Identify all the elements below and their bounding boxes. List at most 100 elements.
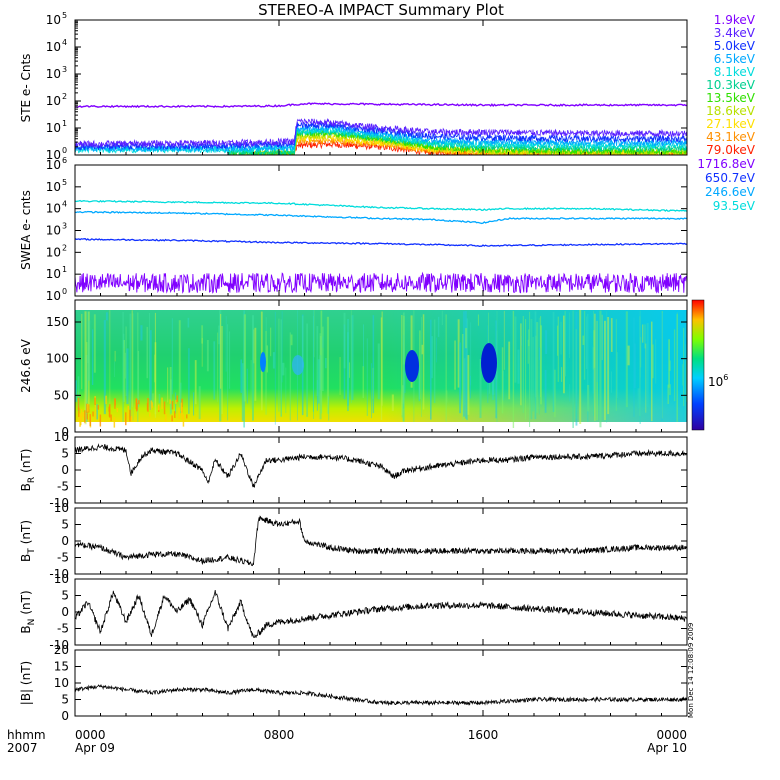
bt-ytick-label: -10 — [49, 567, 69, 581]
pad-streak — [673, 329, 676, 402]
pad-streak — [201, 325, 203, 344]
pad-streak — [462, 334, 464, 420]
ste-series-8-1keV — [75, 126, 687, 154]
pad-streak — [586, 316, 588, 369]
ste-legend-entry: 18.6keV — [706, 104, 756, 118]
swea-ytick-label: 10 — [46, 202, 61, 216]
ste-legend-entry: 13.5keV — [706, 91, 756, 105]
pad-streak — [213, 341, 216, 400]
panel-swea-ylabel: SWEA e- cnts — [19, 190, 33, 270]
pad-streak — [668, 339, 670, 388]
pad-streak-warm — [186, 414, 188, 419]
pad-streak — [640, 337, 642, 368]
pad-ytick-label: 150 — [46, 315, 69, 329]
pad-streak — [634, 343, 636, 389]
pad-streak — [572, 310, 574, 428]
pad-streak-warm — [77, 397, 80, 411]
pad-streak-warm — [130, 415, 133, 422]
pad-streak — [446, 390, 448, 403]
ste-series-6-5keV — [75, 123, 687, 153]
panel-br-ylabel: BR(nT) — [19, 449, 37, 492]
pad-streak — [131, 310, 133, 408]
ste-series-1-9keV — [75, 102, 687, 109]
pad-streak — [167, 367, 169, 403]
pad-streak — [436, 337, 437, 363]
swea-ytick-label-exp: 5 — [62, 178, 67, 187]
pad-streak-warm — [151, 402, 154, 408]
pad-streak — [198, 386, 201, 420]
pad-streak — [285, 367, 287, 414]
pad-streak — [313, 310, 315, 358]
pad-streak-warm — [94, 404, 97, 419]
pad-streak — [377, 343, 380, 400]
pad-streak — [637, 388, 640, 409]
pad-depletion-blob-2 — [481, 343, 497, 383]
pad-streak — [652, 344, 654, 379]
pad-streak-warm — [175, 399, 177, 404]
pad-streak — [639, 310, 641, 424]
pad-streak — [372, 315, 375, 414]
pad-streak-warm — [97, 405, 99, 410]
colorbar — [691, 299, 705, 431]
pad-streak — [109, 310, 111, 417]
pad-streak — [280, 319, 282, 417]
x-tick-label: 0800 — [264, 728, 295, 742]
pad-streak — [544, 369, 547, 413]
x-tick-label: 0000 — [656, 728, 687, 742]
pad-streak-warm — [161, 397, 163, 410]
swea-ytick-label-exp: 4 — [62, 200, 67, 209]
x-tick-label: 1600 — [468, 728, 499, 742]
pad-streak — [568, 324, 570, 355]
pad-streak — [564, 311, 566, 377]
pad-streak — [187, 317, 190, 328]
pad-streak — [422, 314, 425, 410]
pad-streak — [316, 326, 319, 397]
pad-streak — [667, 384, 669, 404]
pad-streak — [317, 359, 320, 404]
pad-streak — [137, 312, 139, 422]
ste-legend-entry: 6.5keV — [714, 52, 756, 66]
panel-swea-frame — [74, 164, 688, 297]
pad-streak — [557, 325, 559, 356]
pad-streak — [454, 340, 456, 390]
pad-streak — [421, 317, 422, 417]
pad-streak-warm — [87, 404, 89, 412]
pad-streak — [266, 345, 268, 373]
pad-streak — [84, 311, 87, 425]
pad-streak — [538, 347, 541, 361]
bt-ytick-label: 5 — [61, 518, 69, 532]
pad-streak — [123, 340, 125, 402]
pad-streak-warm — [174, 411, 176, 418]
pad-streak — [465, 328, 468, 349]
pad-streak — [583, 310, 586, 380]
x-axis-left-label-bottom: 2007 — [7, 741, 38, 755]
pad-streak — [217, 332, 219, 402]
pad-streak — [536, 322, 539, 413]
panel-bt-ylabel: BT(nT) — [19, 520, 37, 562]
pad-streak-warm — [89, 414, 91, 426]
chart-title: STEREO-A IMPACT Summary Plot — [258, 1, 504, 19]
pad-streak — [362, 366, 364, 399]
pad-streak — [532, 336, 534, 412]
pad-streak — [281, 311, 283, 383]
pad-streak — [552, 311, 555, 412]
pad-streak-warm — [92, 411, 94, 417]
swea-legend-entry: 246.6eV — [705, 185, 756, 199]
pad-streak — [265, 331, 267, 415]
swea-series-93-5eV — [75, 199, 687, 212]
pad-streak — [587, 313, 589, 422]
pad-streak-warm — [135, 398, 137, 410]
pad-streak — [87, 311, 90, 363]
ste-series-13-5keV — [228, 129, 687, 155]
pad-streak — [685, 311, 687, 338]
pad-streak — [278, 318, 280, 412]
pad-streak — [540, 325, 542, 405]
swea-ytick-label: 10 — [46, 245, 61, 259]
pad-streak — [124, 352, 126, 379]
pad-streak-warm — [127, 406, 129, 419]
x-date-label: Apr 10 — [647, 741, 687, 755]
swea-legend-entry: 1716.8eV — [697, 157, 755, 171]
ste-legend-entry: 43.1keV — [706, 130, 756, 144]
pad-streak — [601, 314, 603, 361]
